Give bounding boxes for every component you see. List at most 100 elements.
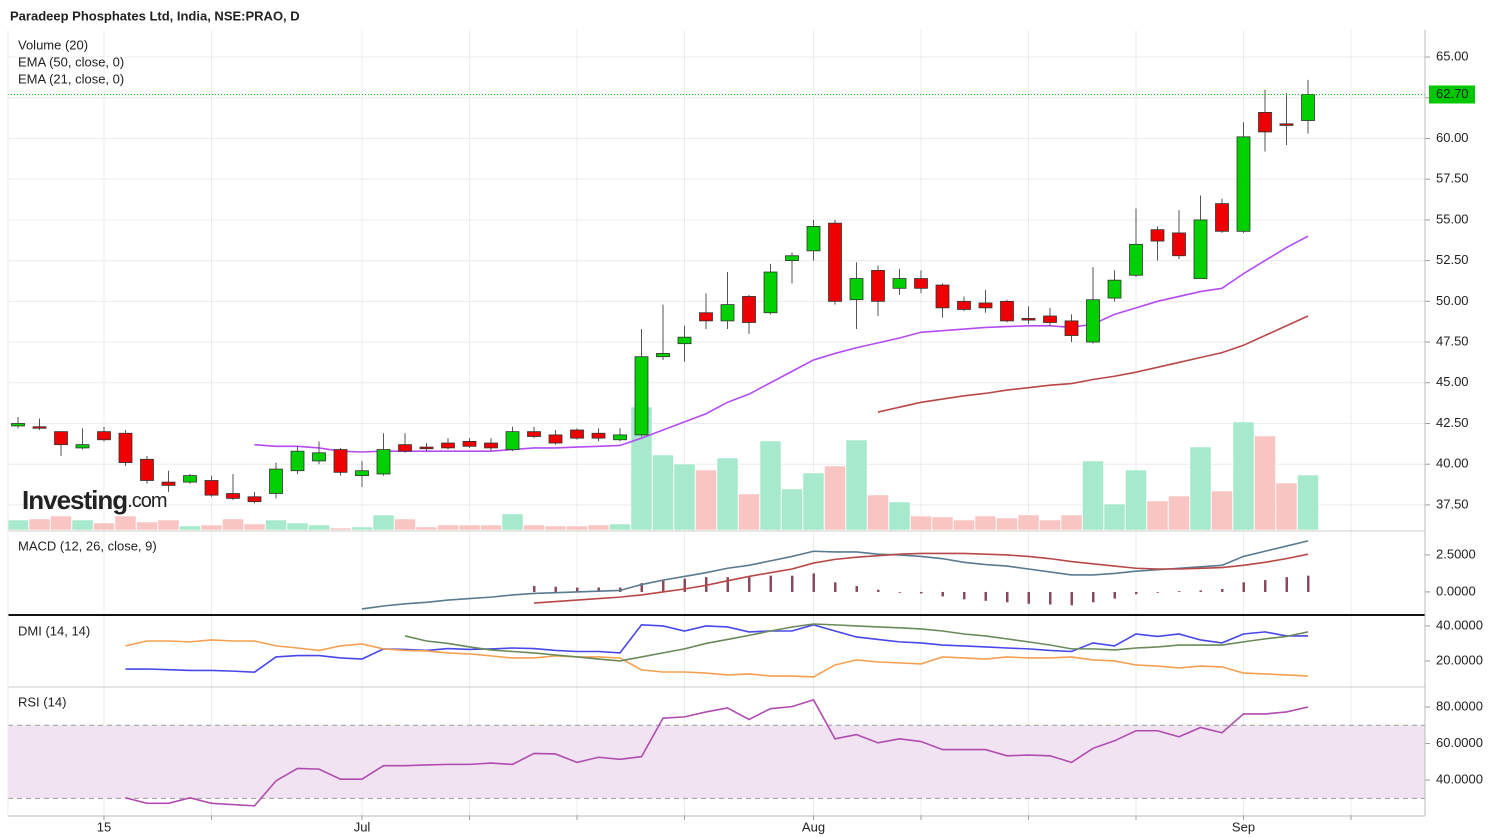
candle-body [1021, 318, 1036, 321]
candle-body [1279, 123, 1294, 126]
candle-body [677, 336, 692, 345]
volume-bar [1189, 446, 1212, 531]
candle-body [613, 434, 627, 441]
ema-line [877, 315, 1309, 413]
volume-bar [931, 516, 954, 531]
volume-bar [114, 515, 137, 531]
watermark-main: Investing [22, 485, 127, 515]
y-tick-label: 0.0000 [1436, 583, 1476, 598]
volume-bar [308, 524, 330, 531]
y-tick-label: 2.5000 [1436, 546, 1476, 561]
ema-line [254, 235, 1309, 453]
macd-histogram-bar [1027, 591, 1030, 604]
macd-histogram-bar [1199, 590, 1202, 592]
indicator-line [533, 552, 1309, 604]
rsi-band [8, 725, 1425, 799]
macd-histogram-bar [1006, 591, 1009, 603]
candle-body [570, 429, 584, 439]
macd-histogram-bar [1113, 591, 1116, 599]
candle-body [484, 442, 498, 449]
y-tick-label: 47.50 [1436, 333, 1469, 348]
macd-histogram-bar [1307, 575, 1310, 592]
candle-body [806, 226, 821, 252]
x-tick-label: 15 [97, 819, 111, 834]
volume-bar [953, 519, 975, 531]
volume-bar [609, 523, 631, 531]
volume-bar [1232, 421, 1255, 531]
volume-bar [566, 525, 588, 531]
candle-body [1258, 112, 1272, 133]
y-tick-label: 40.00 [1436, 456, 1469, 471]
macd-histogram-bar [726, 577, 729, 592]
macd-histogram-bar [963, 591, 966, 600]
y-tick-label: 40.0000 [1436, 772, 1483, 787]
volume-bar [845, 439, 868, 531]
macd-histogram-bar [683, 578, 686, 592]
volume-bar [673, 463, 696, 531]
candle-body [505, 431, 520, 450]
candle-body [699, 312, 713, 322]
indicator-line [125, 639, 1309, 678]
volume-bar [824, 465, 846, 531]
volume-bar [437, 524, 459, 531]
volume-bar [974, 515, 997, 531]
candle-body [462, 441, 477, 447]
candle-body [1107, 279, 1122, 299]
panel-title: MACD (12, 26, close, 9) [18, 538, 157, 553]
candle-body [290, 450, 305, 472]
candle-body [634, 356, 649, 436]
volume-bar [1082, 460, 1104, 531]
candle-body [656, 353, 670, 358]
macd-histogram-bar [576, 587, 579, 592]
macd-histogram-bar [812, 573, 815, 592]
candle-body [161, 481, 176, 486]
candle-body [97, 431, 111, 441]
candle-body [1064, 320, 1079, 336]
y-tick-label: 52.50 [1436, 252, 1469, 267]
volume-bar [996, 517, 1018, 531]
volume-bar [7, 519, 29, 531]
volume-bar [351, 526, 373, 531]
macd-histogram-bar [920, 591, 923, 594]
y-tick-label: 37.50 [1436, 496, 1469, 511]
macd-histogram-bar [1285, 577, 1288, 592]
volume-bar [480, 524, 502, 531]
candle-body [140, 458, 154, 481]
macd-histogram-bar [1242, 582, 1245, 592]
macd-histogram-bar [877, 589, 880, 592]
candle-body [204, 480, 219, 496]
x-tick-label: Sep [1232, 819, 1255, 834]
volume-bar [372, 514, 395, 531]
volume-bar [781, 488, 803, 531]
y-tick-label: 20.0000 [1436, 652, 1483, 667]
candle-body [312, 452, 326, 462]
macd-histogram-bar [769, 575, 772, 592]
volume-bar [501, 513, 524, 531]
candle-body [269, 468, 283, 494]
candle-body [1193, 219, 1208, 279]
legend-entry: EMA (21, close, 0) [18, 71, 124, 86]
macd-histogram-bar [1178, 591, 1181, 593]
candle-body [785, 255, 799, 262]
volume-bar [157, 519, 180, 531]
macd-histogram-bar [748, 577, 751, 592]
last-price-box [1429, 85, 1475, 104]
macd-histogram-bar [1156, 591, 1159, 593]
macd-histogram-bar [554, 586, 557, 592]
candle-body [32, 426, 47, 429]
candle-body [11, 423, 25, 427]
candle-body [1236, 136, 1251, 232]
volume-bar [1039, 519, 1061, 531]
candle-body [591, 432, 606, 439]
last-price-label: 62.70 [1436, 86, 1469, 101]
panel-title: RSI (14) [18, 694, 66, 709]
volume-bar [652, 454, 674, 531]
macd-histogram-bar [640, 583, 643, 592]
candle-body [1215, 203, 1229, 232]
y-tick-label: 40.0000 [1436, 617, 1483, 632]
volume-bar [415, 526, 438, 531]
candle-body [871, 269, 885, 302]
